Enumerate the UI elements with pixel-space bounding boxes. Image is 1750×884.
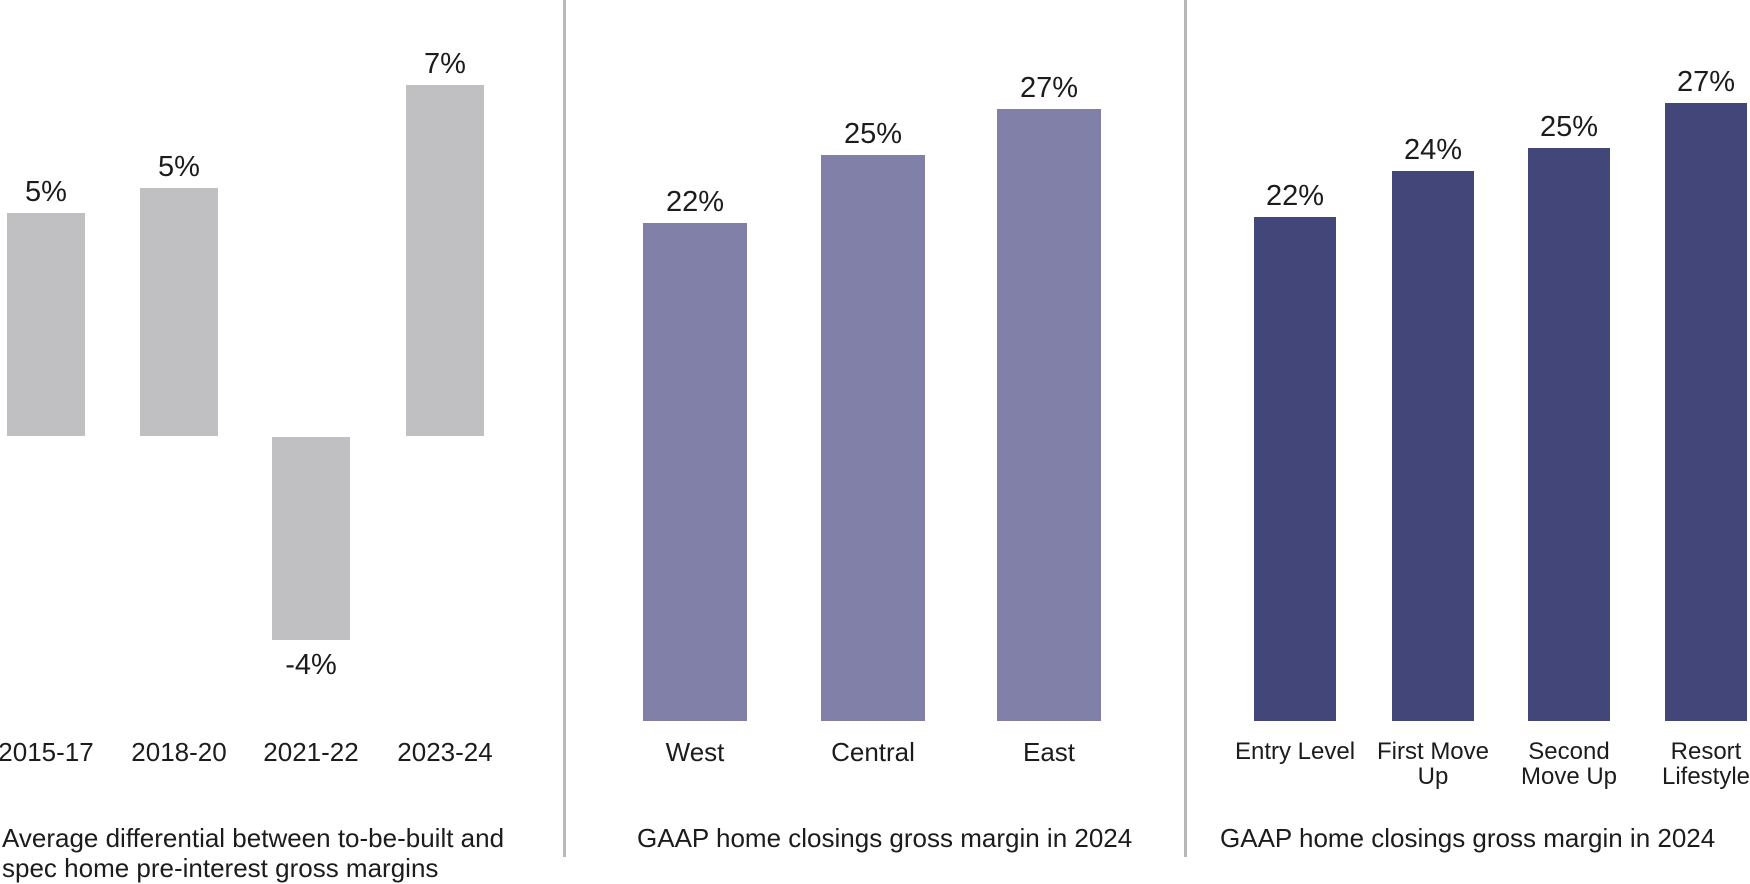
category-label-entry-level: Entry Level bbox=[1234, 738, 1356, 765]
value-label-2023-24: 7% bbox=[424, 48, 466, 80]
panel-region-margin-chart: 22% West 25% Central 27% East GAAP home closi… bbox=[566, 0, 1184, 884]
vertical-divider-1 bbox=[563, 0, 566, 857]
panel-product-margin-chart: 22% Entry Level 24% First Move Up 25% Second … bbox=[1187, 0, 1750, 884]
category-label-2021-22: 2021-22 bbox=[263, 737, 359, 767]
category-label-resort-lifestyle: Resort Lifestyle bbox=[1661, 738, 1750, 790]
bar-west bbox=[643, 223, 747, 721]
value-label-first-move-up: 24% bbox=[1403, 134, 1463, 166]
category-label-west: West bbox=[665, 737, 725, 767]
value-label-2018-20: 5% bbox=[158, 151, 200, 183]
category-label-2023-24: 2023-24 bbox=[397, 737, 493, 767]
value-label-west: 22% bbox=[665, 186, 725, 218]
category-label-central: Central bbox=[831, 737, 915, 767]
category-label-2015-17: 2015-17 bbox=[0, 737, 94, 767]
vertical-divider-2 bbox=[1184, 0, 1187, 857]
value-label-central: 25% bbox=[843, 118, 903, 150]
value-label-east: 27% bbox=[1019, 72, 1079, 104]
category-label-east: East bbox=[1022, 737, 1076, 767]
chart-area-differential: 5% 2015-17 5% 2018-20 -4% 2021-22 7% 2023-24 bbox=[0, 0, 563, 884]
bar-central bbox=[821, 155, 925, 721]
value-label-second-move-up: 25% bbox=[1539, 111, 1599, 143]
bar-2021-22 bbox=[272, 437, 350, 640]
bar-first-move-up bbox=[1392, 171, 1474, 721]
category-label-second-move-up: Second Move Up bbox=[1520, 738, 1618, 790]
caption-product-margin: GAAP home closings gross margin in 2024 bbox=[1220, 823, 1716, 853]
chart-area-region-margin: 22% West 25% Central 27% East bbox=[566, 0, 1184, 884]
bar-east bbox=[997, 109, 1101, 721]
chart-area-product-margin: 22% Entry Level 24% First Move Up 25% Second … bbox=[1187, 0, 1750, 884]
category-label-2018-20: 2018-20 bbox=[131, 737, 227, 767]
caption-region-margin: GAAP home closings gross margin in 2024 bbox=[637, 823, 1133, 853]
category-label-first-move-up: First Move Up bbox=[1376, 738, 1490, 790]
value-label-resort-lifestyle: 27% bbox=[1676, 66, 1736, 98]
panel-differential-chart: 5% 2015-17 5% 2018-20 -4% 2021-22 7% 2023-24 Av… bbox=[0, 0, 563, 884]
value-label-2021-22: -4% bbox=[285, 649, 337, 681]
caption-differential: Average differential between to-be-built… bbox=[2, 823, 505, 883]
value-label-2015-17: 5% bbox=[25, 176, 67, 208]
bar-2015-17 bbox=[7, 213, 85, 436]
bar-2023-24 bbox=[406, 85, 484, 436]
bar-second-move-up bbox=[1528, 148, 1610, 721]
bar-resort-lifestyle bbox=[1665, 103, 1747, 721]
bar-2018-20 bbox=[140, 188, 218, 436]
bar-entry-level bbox=[1254, 217, 1336, 721]
value-label-entry-level: 22% bbox=[1265, 180, 1325, 212]
